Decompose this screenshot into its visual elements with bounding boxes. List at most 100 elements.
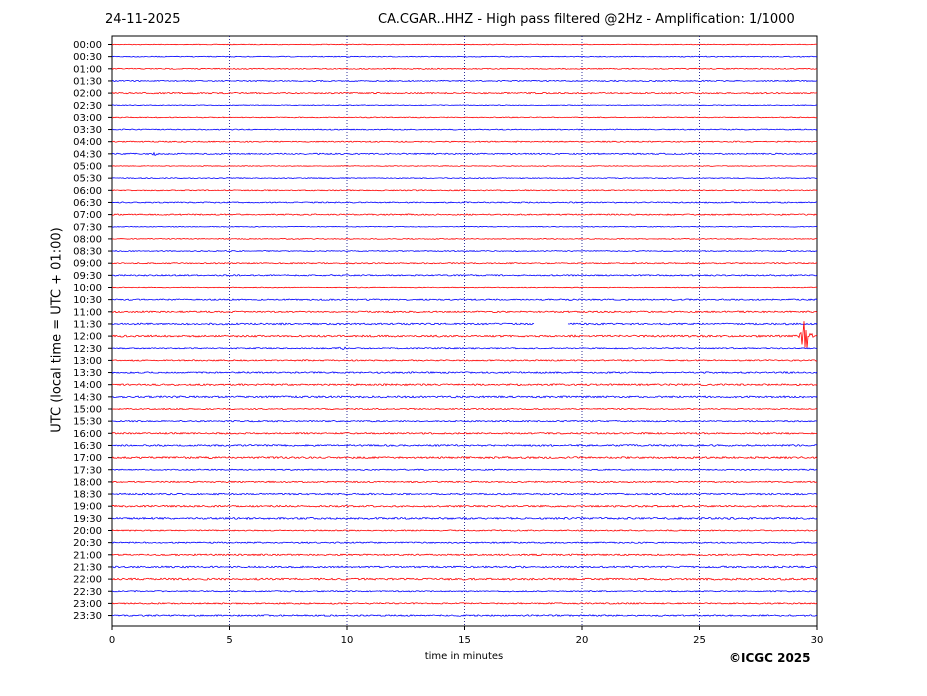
trace-0900 — [111, 262, 818, 265]
y-tick-label: 05:00 — [73, 162, 102, 173]
y-tick-label: 15:00 — [73, 405, 102, 416]
trace-1330 — [111, 371, 818, 374]
plot-title: CA.CGAR..HHZ - High pass filtered @2Hz -… — [378, 12, 795, 27]
y-tick-label: 08:30 — [73, 247, 102, 258]
trace-0830 — [111, 250, 818, 253]
y-tick-label: 10:00 — [73, 283, 102, 294]
y-tick-label: 16:00 — [73, 429, 102, 440]
trace-2200 — [111, 577, 818, 581]
y-tick-label: 21:00 — [73, 550, 102, 561]
y-tick-label: 17:30 — [73, 465, 102, 476]
trace-1900 — [111, 504, 818, 508]
y-tick-label: 11:30 — [73, 319, 102, 330]
y-tick-label: 22:00 — [73, 575, 102, 586]
y-tick-label: 20:00 — [73, 526, 102, 537]
trace-1500 — [111, 407, 818, 411]
trace-2230 — [111, 590, 818, 593]
trace-0330 — [111, 128, 818, 131]
trace-1230 — [111, 346, 818, 351]
trace-1200 — [111, 321, 818, 349]
trace-1800 — [111, 480, 818, 484]
trace-0430 — [111, 151, 818, 157]
trace-0730 — [111, 225, 818, 228]
y-tick-label: 06:30 — [73, 198, 102, 209]
y-tick-label: 21:30 — [73, 562, 102, 573]
y-tick-label: 01:30 — [73, 76, 102, 87]
x-tick-label: 0 — [109, 635, 115, 646]
y-tick-label: 09:00 — [73, 259, 102, 270]
trace-0100 — [111, 67, 818, 70]
y-tick-label: 10:30 — [73, 295, 102, 306]
trace-1830 — [111, 492, 818, 496]
y-tick-label: 09:30 — [73, 271, 102, 282]
trace-1030 — [111, 298, 818, 301]
trace-0300 — [111, 116, 818, 119]
trace-2130 — [111, 565, 818, 569]
trace-1530 — [111, 419, 817, 423]
y-tick-label: 02:00 — [73, 89, 102, 100]
x-tick-label: 15 — [458, 635, 471, 646]
y-tick-label: 03:00 — [73, 113, 102, 124]
trace-2330 — [111, 614, 818, 617]
trace-0600 — [111, 189, 818, 192]
trace-1430 — [111, 395, 818, 399]
trace-0400 — [111, 140, 818, 143]
y-tick-label: 18:30 — [73, 490, 102, 501]
y-tick-label: 19:30 — [73, 514, 102, 525]
y-tick-label: 00:30 — [73, 52, 102, 63]
y-tick-label: 16:30 — [73, 441, 102, 452]
trace-0030 — [111, 55, 818, 58]
trace-0530 — [111, 177, 818, 180]
y-tick-label: 14:00 — [73, 380, 102, 391]
trace-0200 — [111, 91, 818, 95]
trace-0500 — [111, 165, 818, 167]
y-tick-label: 00:00 — [73, 40, 102, 51]
trace-1130 — [111, 322, 818, 326]
y-tick-label: 22:30 — [73, 587, 102, 598]
y-tick-label: 12:00 — [73, 332, 102, 343]
trace-0130 — [111, 79, 818, 83]
x-axis-label: time in minutes — [424, 651, 504, 662]
copyright-label: ©ICGC 2025 — [729, 651, 811, 665]
x-tick-label: 25 — [693, 635, 706, 646]
trace-1100 — [111, 310, 818, 314]
y-tick-label: 04:30 — [73, 149, 102, 160]
x-tick-label: 10 — [341, 635, 354, 646]
y-tick-label: 13:00 — [73, 356, 102, 367]
trace-1630 — [111, 443, 818, 447]
y-tick-label: 08:00 — [73, 234, 102, 245]
trace-2030 — [111, 541, 818, 544]
trace-1000 — [111, 286, 818, 289]
y-tick-label: 17:00 — [73, 453, 102, 464]
trace-0230 — [112, 104, 818, 107]
trace-0800 — [111, 237, 818, 240]
y-tick-label: 13:30 — [73, 368, 102, 379]
x-tick-label: 5 — [226, 635, 232, 646]
trace-2100 — [111, 553, 818, 557]
x-tick-label: 20 — [576, 635, 589, 646]
trace-1600 — [111, 431, 818, 435]
y-tick-label: 20:30 — [73, 538, 102, 549]
y-tick-label: 23:00 — [73, 599, 102, 610]
y-tick-label: 14:30 — [73, 392, 102, 403]
y-tick-label: 19:00 — [73, 502, 102, 513]
trace-0700 — [111, 213, 818, 216]
y-tick-label: 07:00 — [73, 210, 102, 221]
y-tick-label: 02:30 — [73, 101, 102, 112]
trace-1400 — [111, 383, 818, 387]
y-tick-label: 05:30 — [73, 174, 102, 185]
trace-1930 — [111, 516, 818, 521]
x-tick-label: 30 — [811, 635, 824, 646]
trace-2000 — [111, 529, 818, 532]
y-tick-label: 18:00 — [73, 477, 102, 488]
trace-0630 — [111, 201, 818, 204]
trace-1300 — [111, 359, 818, 362]
y-tick-label: 12:30 — [73, 344, 102, 355]
y-tick-label: 07:30 — [73, 222, 102, 233]
y-tick-label: 11:00 — [73, 307, 102, 318]
y-tick-label: 15:30 — [73, 417, 102, 428]
trace-1730 — [111, 468, 818, 471]
trace-2300 — [111, 602, 818, 605]
trace-1700 — [111, 455, 818, 460]
